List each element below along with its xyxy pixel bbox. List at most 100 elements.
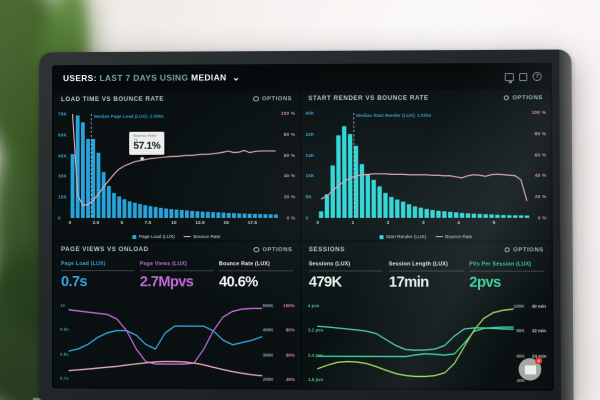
bar	[423, 208, 429, 218]
axis-tick-label: 8K	[305, 194, 312, 200]
card-header: START RENDER VS BOUNCE RATE OPTIONS	[301, 90, 550, 106]
axis-tick-label: 40 %	[283, 173, 296, 179]
median-annotation: Median Start Render (LUX): 1.025s	[356, 112, 432, 118]
axis-tick-label: 17.5	[247, 220, 258, 226]
options-button[interactable]: OPTIONS	[504, 246, 544, 253]
metric-session-length[interactable]: Session Length (LUX) 17min	[388, 261, 464, 290]
axis-tick-label: 0.8s	[59, 351, 69, 357]
bar	[488, 214, 494, 218]
bar	[263, 214, 268, 218]
axis-tick-label: 300K	[262, 352, 274, 358]
bar	[524, 215, 529, 218]
card-page-views-vs-onload: PAGE VIEWS VS ONLOAD OPTIONS Page Load (…	[53, 242, 300, 388]
bar	[111, 192, 116, 218]
dashboard-grid: LOAD TIME VS BOUNCE RATE OPTIONS 0 15K 30K…	[52, 90, 554, 391]
card-title: LOAD TIME VS BOUNCE RATE	[61, 95, 164, 104]
bar	[195, 211, 200, 218]
median-annotation: Median Page Load (LUX): 2.056s	[94, 113, 164, 119]
legend-swatch	[435, 235, 443, 238]
bar	[258, 214, 263, 218]
metric-label: PVs Per Session (LUX)	[469, 261, 544, 272]
axis-tick-label: 0	[305, 215, 309, 221]
bar	[173, 208, 178, 218]
bar	[376, 186, 382, 218]
metric-bounce-rate[interactable]: Bounce Rate (LUX) 40.6%	[218, 261, 293, 290]
sparkline-series	[69, 308, 262, 365]
legend-label: Bounce Rate	[445, 234, 473, 240]
axis-tick-label: 12.5	[195, 220, 205, 226]
metric-value: 2.7Mpvs	[139, 273, 194, 290]
axis-tick-label: 80 %	[534, 130, 547, 137]
bar	[353, 145, 358, 218]
options-button[interactable]: OPTIONS	[503, 95, 543, 101]
metric-page-views[interactable]: Page Views (LUX) 2.7Mpvs	[139, 261, 213, 290]
chart-tooltip: Bounce Rate 7s 57.1%	[129, 131, 165, 155]
tablet-icon[interactable]	[519, 72, 528, 81]
help-icon[interactable]: ?	[532, 71, 542, 82]
bar	[80, 122, 85, 218]
laptop-lid-edge	[559, 49, 574, 400]
bar	[406, 204, 411, 218]
chart-canvas-start-render	[318, 105, 529, 240]
axis-tick-label: 4 pvs	[307, 302, 320, 309]
notification-badge: 4	[535, 357, 543, 365]
bar	[518, 215, 523, 218]
legend-item-bounce-rate[interactable]: Bounce Rate	[183, 234, 220, 239]
axis-tick-label: 0.7s	[59, 376, 69, 382]
options-button[interactable]: OPTIONS	[253, 247, 292, 253]
bar	[429, 210, 435, 218]
legend-label: Start Render (LUX)	[385, 234, 427, 240]
axis-tick-label: 100 %	[531, 109, 547, 115]
legend-swatch	[132, 234, 137, 239]
bar	[200, 211, 205, 218]
axis-tick-label: 2	[386, 220, 390, 226]
legend-item-page-load[interactable]: Page Load (LUX)	[132, 234, 175, 240]
bar	[268, 214, 273, 218]
axis-tick-label: 80 %	[283, 131, 296, 137]
axis-tick-label: 500K	[262, 302, 274, 308]
sparkline-area: 1s 0.9s 0.8s 0.7s 500K 400K 300K 200K 100% 80% 6…	[54, 289, 300, 388]
bar	[216, 212, 221, 218]
card-header: PAGE VIEWS VS ONLOAD OPTIONS	[54, 242, 300, 257]
sparkline-series	[317, 309, 513, 377]
axis-tick-label: 200K	[262, 377, 274, 383]
axis-tick-label: 60K	[516, 353, 525, 359]
legend-item-start-render[interactable]: Start Render (LUX)	[379, 234, 426, 239]
metric-page-load[interactable]: Page Load (LUX) 0.7s	[61, 261, 134, 290]
bar	[101, 171, 106, 218]
bar	[453, 212, 458, 218]
bar	[341, 126, 347, 218]
bar	[400, 201, 405, 218]
bar	[477, 213, 482, 218]
options-button[interactable]: OPTIONS	[253, 96, 292, 102]
axis-tick-label: 4	[457, 220, 460, 226]
card-header: LOAD TIME VS BOUNCE RATE OPTIONS	[54, 91, 299, 107]
bar	[412, 206, 417, 218]
bar	[365, 174, 370, 218]
legend-label: Page Load (LUX)	[138, 234, 175, 240]
axis-tick-label: 32K	[305, 131, 315, 137]
tooltip-value: 57.1%	[133, 140, 161, 152]
laptop-lid: USERS: LAST 7 DAYS USING MEDIAN ⌄ ?	[38, 49, 574, 400]
bar	[117, 196, 121, 218]
metric-label: Page Load (LUX)	[61, 261, 134, 271]
axis-tick-label: 0 %	[286, 215, 296, 221]
metric-label: Sessions (LUX)	[308, 261, 383, 271]
axis-tick-label: 75K	[58, 111, 68, 117]
bar	[324, 194, 329, 218]
options-label: OPTIONS	[513, 246, 544, 253]
desktop-icon[interactable]	[504, 72, 514, 81]
chat-widget[interactable]: 4	[518, 357, 543, 381]
chevron-down-icon[interactable]: ⌄	[232, 72, 241, 83]
sparkline-series	[69, 326, 262, 352]
axis-tick-label: 3	[421, 220, 425, 226]
page-title[interactable]: USERS: LAST 7 DAYS USING MEDIAN ⌄	[63, 72, 240, 84]
metric-pvs-per-session[interactable]: PVs Per Session (LUX) 2pvs	[469, 261, 544, 290]
metric-value: 2pvs	[469, 274, 501, 291]
bar	[232, 213, 236, 218]
axis-tick-label: 60 %	[283, 152, 296, 158]
legend-item-bounce-rate[interactable]: Bounce Rate	[435, 234, 472, 239]
metric-value: 479K	[308, 273, 342, 291]
metric-sessions[interactable]: Sessions (LUX) 479K	[308, 261, 383, 291]
bar	[512, 215, 517, 218]
